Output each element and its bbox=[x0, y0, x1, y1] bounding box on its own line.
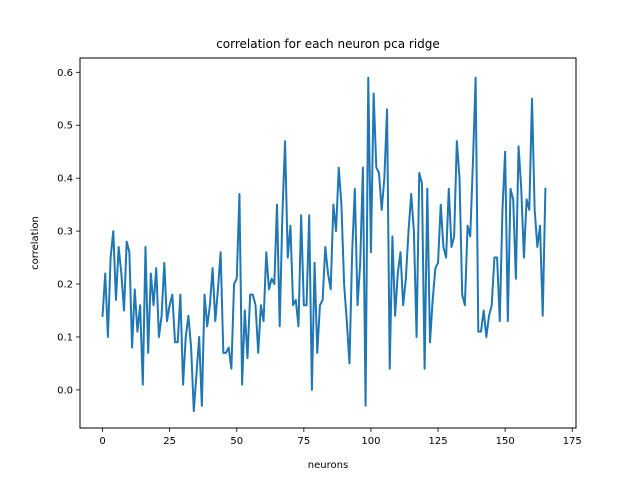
x-tick-label: 125 bbox=[428, 436, 447, 447]
y-tick-label: 0.3 bbox=[57, 227, 73, 238]
series-line-correlation bbox=[101, 76, 547, 413]
y-tick-label: 0.6 bbox=[57, 68, 73, 79]
x-tick-label: 50 bbox=[230, 436, 243, 447]
y-tick-label: 0.2 bbox=[57, 280, 73, 291]
y-axis-label: correlation bbox=[30, 216, 41, 270]
x-tick-label: 100 bbox=[361, 436, 380, 447]
x-axis-ticks: 0 25 50 75 100 125 150 175 bbox=[99, 428, 582, 447]
x-axis-label: neurons bbox=[308, 460, 348, 471]
plot-area bbox=[101, 76, 547, 413]
x-tick-label: 175 bbox=[563, 436, 582, 447]
y-tick-label: 0.5 bbox=[57, 121, 73, 132]
x-tick-label: 25 bbox=[163, 436, 176, 447]
x-tick-label: 75 bbox=[297, 436, 310, 447]
x-tick-label: 0 bbox=[99, 436, 105, 447]
plot-frame bbox=[79, 57, 577, 429]
chart-title: correlation for each neuron pca ridge bbox=[216, 37, 440, 51]
x-tick-label: 150 bbox=[496, 436, 515, 447]
y-tick-label: 0.0 bbox=[57, 385, 73, 396]
y-axis-ticks: 0.0 0.1 0.2 0.3 0.4 0.5 0.6 bbox=[57, 68, 80, 396]
y-tick-label: 0.1 bbox=[57, 332, 73, 343]
y-tick-label: 0.4 bbox=[57, 174, 73, 185]
